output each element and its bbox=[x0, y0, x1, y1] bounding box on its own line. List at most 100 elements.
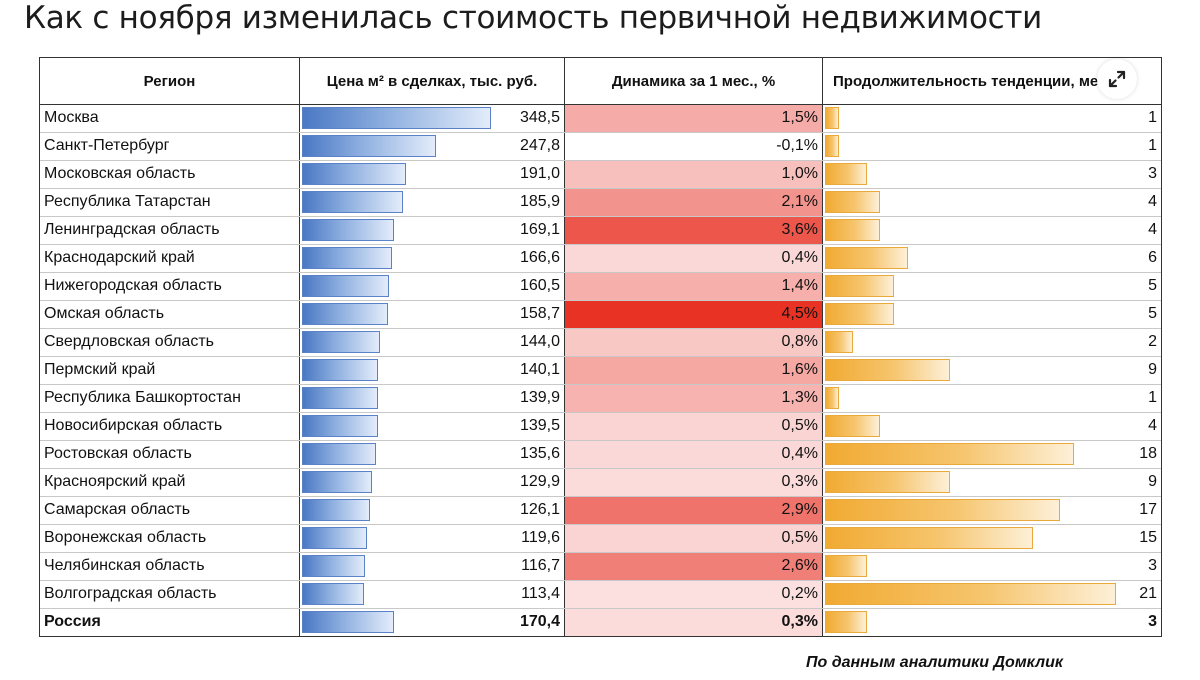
table-row: Республика Татарстан 185,9 2,1% 4 bbox=[40, 189, 1161, 217]
change-cell: 0,3% bbox=[565, 609, 823, 636]
trend-cell: 4 bbox=[823, 413, 1161, 440]
trend-value: 3 bbox=[1148, 557, 1157, 574]
trend-cell: 5 bbox=[823, 273, 1161, 300]
price-value: 135,6 bbox=[519, 445, 560, 462]
change-cell: 0,8% bbox=[565, 329, 823, 356]
price-value: 170,4 bbox=[519, 613, 560, 630]
price-bar bbox=[302, 247, 392, 269]
trend-cell: 6 bbox=[823, 245, 1161, 272]
change-heat-fill bbox=[565, 469, 822, 496]
change-heat-fill bbox=[565, 525, 822, 552]
trend-value: 4 bbox=[1148, 193, 1157, 210]
trend-value: 21 bbox=[1139, 585, 1157, 602]
trend-bar bbox=[825, 247, 908, 269]
expand-arrows-icon bbox=[1108, 70, 1126, 88]
price-value: 166,6 bbox=[519, 249, 560, 266]
price-bar bbox=[302, 387, 378, 409]
header-change: Динамика за 1 мес., % bbox=[565, 58, 823, 104]
data-table: Регион Цена м² в сделках, тыс. руб. Дина… bbox=[39, 57, 1162, 637]
price-cell: 191,0 bbox=[300, 161, 565, 188]
change-value: 3,6% bbox=[781, 221, 818, 238]
trend-bar bbox=[825, 275, 894, 297]
price-value: 144,0 bbox=[519, 333, 560, 350]
change-value: 1,4% bbox=[781, 277, 818, 294]
region-name: Ростовская область bbox=[44, 445, 192, 462]
change-heat-fill bbox=[565, 497, 822, 524]
change-cell: 0,2% bbox=[565, 581, 823, 608]
region-cell: Нижегородская область bbox=[40, 273, 300, 300]
change-cell: 1,0% bbox=[565, 161, 823, 188]
trend-value: 5 bbox=[1148, 277, 1157, 294]
price-value: 140,1 bbox=[519, 361, 560, 378]
price-cell: 348,5 bbox=[300, 105, 565, 132]
change-cell: -0,1% bbox=[565, 133, 823, 160]
change-value: 0,4% bbox=[781, 249, 818, 266]
price-value: 247,8 bbox=[519, 137, 560, 154]
change-heat-fill bbox=[565, 357, 822, 384]
trend-cell: 18 bbox=[823, 441, 1161, 468]
change-heat-fill bbox=[565, 329, 822, 356]
price-bar bbox=[302, 303, 388, 325]
region-cell: Воронежская область bbox=[40, 525, 300, 552]
change-value: 0,3% bbox=[781, 613, 818, 630]
trend-bar bbox=[825, 135, 839, 157]
price-bar bbox=[302, 471, 372, 493]
table-row: Новосибирская область 139,5 0,5% 4 bbox=[40, 413, 1161, 441]
change-value: 4,5% bbox=[781, 305, 818, 322]
price-bar bbox=[302, 331, 380, 353]
price-cell: 119,6 bbox=[300, 525, 565, 552]
table-row: Челябинская область 116,7 2,6% 3 bbox=[40, 553, 1161, 581]
trend-bar bbox=[825, 499, 1060, 521]
region-cell: Челябинская область bbox=[40, 553, 300, 580]
source-note: По данным аналитики Домклик bbox=[806, 654, 1064, 671]
region-name: Нижегородская область bbox=[44, 277, 222, 294]
region-name: Новосибирская область bbox=[44, 417, 223, 434]
change-cell: 0,5% bbox=[565, 413, 823, 440]
change-value: 2,9% bbox=[781, 501, 818, 518]
price-cell: 139,9 bbox=[300, 385, 565, 412]
trend-value: 9 bbox=[1148, 473, 1157, 490]
region-name: Свердловская область bbox=[44, 333, 214, 350]
region-cell: Самарская область bbox=[40, 497, 300, 524]
trend-bar bbox=[825, 471, 950, 493]
change-value: 0,8% bbox=[781, 333, 818, 350]
price-cell: 185,9 bbox=[300, 189, 565, 216]
price-bar bbox=[302, 499, 370, 521]
region-cell: Пермский край bbox=[40, 357, 300, 384]
region-cell: Республика Башкортостан bbox=[40, 385, 300, 412]
price-value: 185,9 bbox=[519, 193, 560, 210]
change-heat-fill bbox=[565, 553, 822, 580]
table-row: Краснодарский край 166,6 0,4% 6 bbox=[40, 245, 1161, 273]
trend-cell: 3 bbox=[823, 161, 1161, 188]
price-bar bbox=[302, 555, 365, 577]
trend-bar bbox=[825, 555, 867, 577]
region-cell: Красноярский край bbox=[40, 469, 300, 496]
price-bar bbox=[302, 219, 394, 241]
trend-value: 4 bbox=[1148, 221, 1157, 238]
change-value: 0,3% bbox=[781, 473, 818, 490]
expand-button[interactable] bbox=[1097, 59, 1137, 99]
price-cell: 158,7 bbox=[300, 301, 565, 328]
trend-value: 2 bbox=[1148, 333, 1157, 350]
region-name: Россия bbox=[44, 613, 101, 630]
change-heat-fill bbox=[565, 273, 822, 300]
region-cell: Волгоградская область bbox=[40, 581, 300, 608]
price-cell: 144,0 bbox=[300, 329, 565, 356]
trend-bar bbox=[825, 303, 894, 325]
trend-value: 3 bbox=[1148, 613, 1157, 630]
trend-value: 3 bbox=[1148, 165, 1157, 182]
change-value: 0,2% bbox=[781, 585, 818, 602]
price-bar bbox=[302, 583, 364, 605]
change-heat-fill bbox=[565, 217, 822, 244]
change-cell: 0,3% bbox=[565, 469, 823, 496]
change-value: 0,4% bbox=[781, 445, 818, 462]
price-value: 119,6 bbox=[521, 529, 560, 546]
price-cell: 116,7 bbox=[300, 553, 565, 580]
trend-cell: 1 bbox=[823, 105, 1161, 132]
price-cell: 169,1 bbox=[300, 217, 565, 244]
change-cell: 1,5% bbox=[565, 105, 823, 132]
change-heat-fill bbox=[565, 189, 822, 216]
price-bar bbox=[302, 611, 394, 633]
table-row: Россия 170,4 0,3% 3 bbox=[40, 609, 1161, 636]
change-cell: 3,6% bbox=[565, 217, 823, 244]
